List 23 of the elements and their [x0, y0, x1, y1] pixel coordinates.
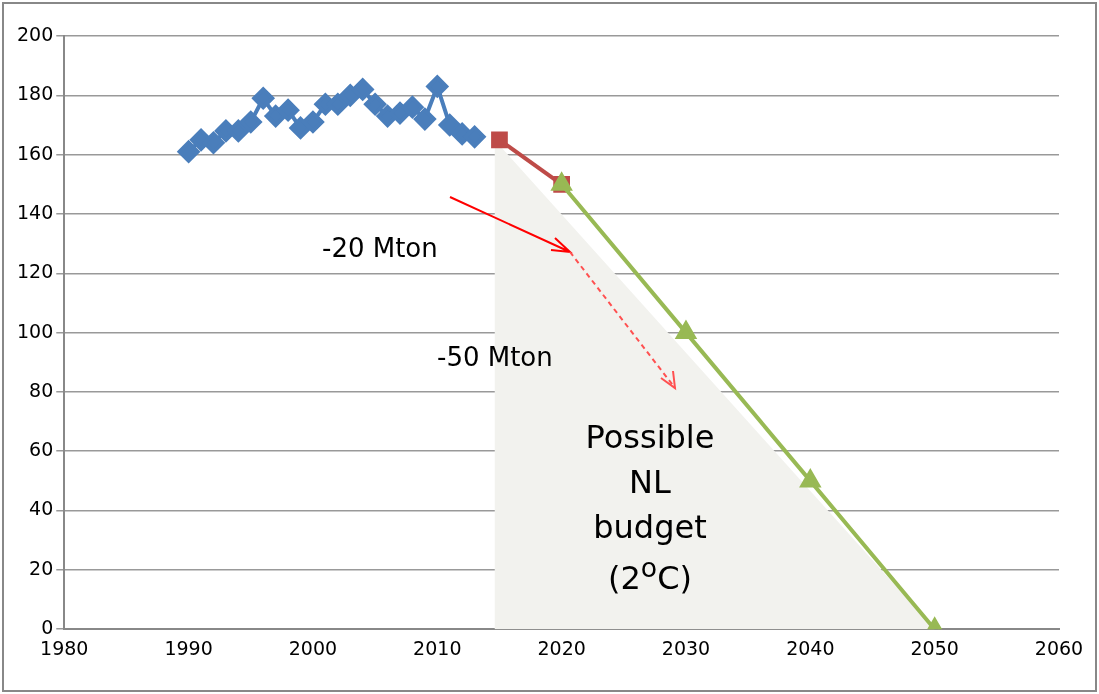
- annotation: -50 Mton: [437, 341, 554, 374]
- x-tick-label: 1990: [164, 636, 213, 659]
- y-tick-label: 120: [17, 260, 54, 283]
- y-tick-label: 0: [41, 616, 54, 639]
- x-tick-label: 2060: [1034, 636, 1084, 659]
- y-tick-label: 60: [29, 438, 54, 461]
- x-tick-label: 2010: [413, 636, 462, 659]
- annotation: Possible NL budget (2$^{o}$C): [584, 417, 716, 600]
- y-tick-label: 160: [17, 141, 54, 164]
- y-tick-label: 200: [17, 22, 54, 45]
- annotation: -20 Mton: [322, 232, 439, 265]
- y-tick-label: 20: [29, 556, 54, 579]
- y-tick-label: 40: [29, 497, 54, 520]
- x-tick-label: 2020: [537, 636, 586, 659]
- y-tick-label: 140: [17, 200, 54, 223]
- y-tick-label: 80: [29, 378, 54, 401]
- x-tick-label: 2030: [661, 636, 711, 659]
- x-tick-label: 2050: [910, 636, 959, 659]
- x-tick-label: 2000: [288, 636, 338, 659]
- y-tick-label: 180: [17, 82, 54, 105]
- y-tick-label: 100: [17, 319, 54, 342]
- x-tick-label: 2040: [786, 636, 835, 659]
- x-tick-label: 1980: [40, 636, 89, 659]
